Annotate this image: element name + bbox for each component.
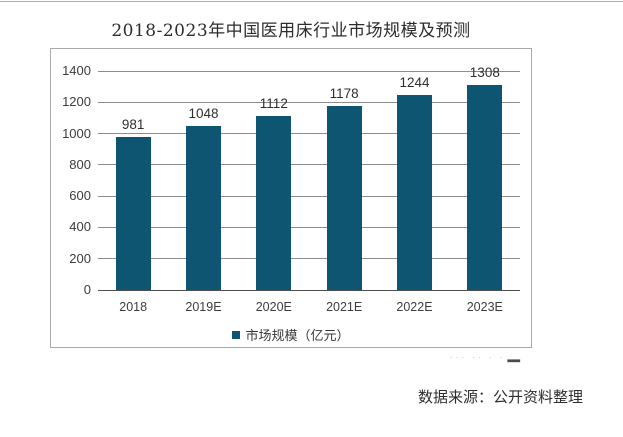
x-tick-label: 2019E <box>185 300 222 314</box>
value-label: 981 <box>121 116 145 132</box>
legend-label: 市场规模（亿元） <box>245 328 350 343</box>
gridline <box>98 164 520 166</box>
gridline <box>98 70 520 72</box>
x-tick-label: 2018 <box>119 300 148 314</box>
plot-area: 981 1048 1112 1178 1244 1308 <box>98 65 520 291</box>
gridline <box>98 133 520 135</box>
cropped-watermark-fragment: ··· ·· · · ▂▂ <box>450 353 560 364</box>
bar <box>256 116 292 290</box>
y-tick-label: 400 <box>69 219 91 235</box>
chart-panel: 981 1048 1112 1178 1244 1308 市场规模（亿元） 0 200 400… <box>50 48 532 348</box>
x-axis-line <box>98 290 520 291</box>
chart-title: 2018-2023年中国医用床行业市场规模及预测 <box>111 21 471 41</box>
value-label: 1048 <box>188 106 219 122</box>
bar <box>115 136 151 290</box>
y-tick-label: 1400 <box>62 63 91 78</box>
x-tick-label: 2023E <box>466 300 503 314</box>
legend-swatch-icon <box>232 331 241 339</box>
source-note: 数据来源：公开资料整理 <box>418 388 584 406</box>
bar <box>467 85 503 290</box>
value-label: 1112 <box>259 96 288 112</box>
y-tick-label: 200 <box>69 250 91 266</box>
y-tick-label: 0 <box>83 282 91 297</box>
bar <box>186 126 221 290</box>
gridline <box>98 226 520 228</box>
x-tick-label: 2022E <box>396 300 433 314</box>
y-tick-label: 800 <box>69 156 91 172</box>
watermark-dash: ▂▂ <box>507 353 520 362</box>
gridline <box>98 195 520 197</box>
y-tick-label: 600 <box>69 188 91 204</box>
page-top-rule <box>0 1 623 2</box>
value-label: 1178 <box>329 85 359 101</box>
watermark-dots: ··· ·· · · <box>450 353 506 362</box>
value-label: 1244 <box>399 75 430 91</box>
value-label: 1308 <box>469 65 500 81</box>
bar <box>326 105 362 290</box>
gridline <box>98 101 520 103</box>
y-tick-label: 1000 <box>62 125 91 141</box>
x-tick-label: 2020E <box>255 300 292 314</box>
bar <box>397 95 432 290</box>
x-tick-label: 2021E <box>326 300 363 314</box>
y-tick-label: 1200 <box>62 94 91 110</box>
legend: 市场规模（亿元） <box>51 325 531 344</box>
gridline <box>98 258 520 260</box>
